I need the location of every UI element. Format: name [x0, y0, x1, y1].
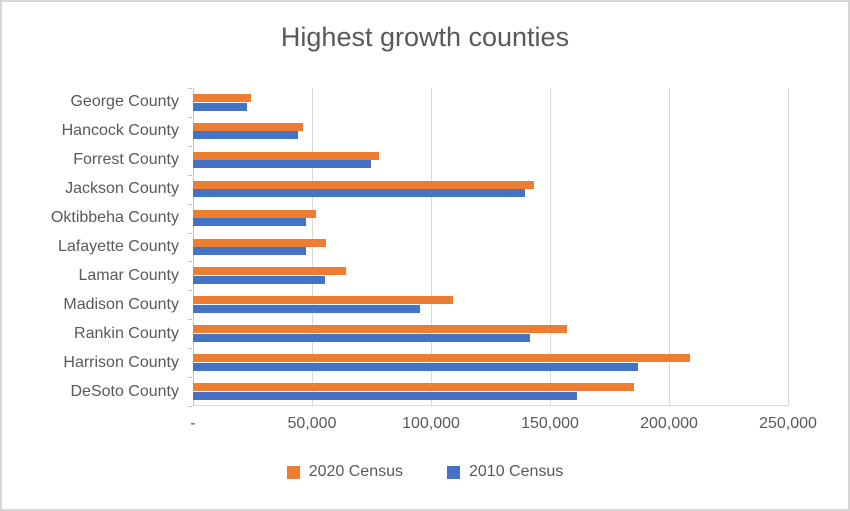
category-tick	[188, 203, 192, 205]
plot-area	[193, 88, 789, 406]
bar-2020-census	[193, 180, 534, 189]
bar-2010-census	[193, 247, 306, 256]
category-label: Lafayette County	[58, 237, 179, 255]
category-tick	[188, 348, 192, 350]
category-label: Hancock County	[61, 122, 179, 140]
bar-2010-census	[193, 362, 639, 371]
legend: 2020 Census 2010 Census	[2, 463, 848, 481]
gridline	[669, 88, 670, 406]
bar-2010-census	[193, 333, 531, 342]
category-label: Lamar County	[78, 266, 180, 284]
category-label: Madison County	[63, 295, 179, 313]
category-tick	[188, 145, 192, 147]
bar-2020-census	[193, 325, 567, 334]
category-tick	[188, 88, 192, 89]
value-axis-label: 200,000	[640, 415, 698, 432]
category-axis-line	[193, 88, 194, 406]
category-tick	[188, 174, 192, 176]
bar-2010-census	[193, 160, 372, 169]
bar-2020-census	[193, 354, 690, 363]
category-label: Rankin County	[74, 324, 179, 342]
bar-2010-census	[193, 131, 298, 140]
bar-2020-census	[193, 296, 453, 305]
bar-2020-census	[193, 122, 303, 131]
legend-label: 2020 Census	[308, 463, 403, 480]
category-tick	[188, 261, 192, 263]
bar-2010-census	[193, 189, 526, 198]
bar-2020-census	[193, 238, 326, 247]
bar-2010-census	[193, 275, 326, 284]
legend-item: 2010 Census	[447, 463, 563, 481]
bar-2010-census	[193, 304, 420, 313]
category-axis-labels: George County Hancock County Forrest Count…	[2, 88, 179, 406]
gridline	[788, 88, 789, 406]
gridline	[312, 88, 313, 406]
bar-2020-census	[193, 94, 251, 102]
bar-2020-census	[193, 209, 317, 218]
category-label: Oktibbeha County	[50, 209, 179, 227]
bar-2010-census	[193, 218, 307, 227]
chart-title: Highest growth counties	[280, 22, 570, 52]
legend-swatch-icon	[447, 465, 460, 479]
bar-2020-census	[193, 267, 346, 276]
gridline	[550, 88, 551, 406]
legend-item: 2020 Census	[286, 463, 403, 481]
category-tick	[188, 232, 192, 234]
value-axis-line	[193, 405, 788, 406]
bar-2020-census	[193, 383, 635, 392]
value-axis-label: -	[190, 415, 196, 432]
bar-2020-census	[193, 151, 380, 160]
category-tick	[188, 319, 192, 321]
category-label: Jackson County	[65, 180, 179, 198]
category-label: DeSoto County	[70, 382, 179, 400]
value-axis-label: 50,000	[287, 415, 337, 432]
category-tick	[188, 406, 192, 407]
legend-swatch-icon	[286, 465, 300, 479]
category-label: Harrison County	[63, 353, 179, 371]
category-tick	[188, 116, 192, 118]
gridline	[431, 88, 432, 406]
value-axis-label: 100,000	[402, 415, 460, 432]
category-tick	[188, 377, 192, 379]
legend-label: 2010 Census	[469, 463, 564, 480]
value-axis-label: 150,000	[521, 415, 579, 432]
category-label: George County	[70, 93, 179, 111]
bar-2010-census	[193, 102, 247, 111]
bar-2010-census	[193, 391, 577, 400]
value-axis-label: 250,000	[759, 415, 817, 432]
category-label: Forrest County	[73, 151, 179, 169]
category-tick	[188, 290, 192, 292]
